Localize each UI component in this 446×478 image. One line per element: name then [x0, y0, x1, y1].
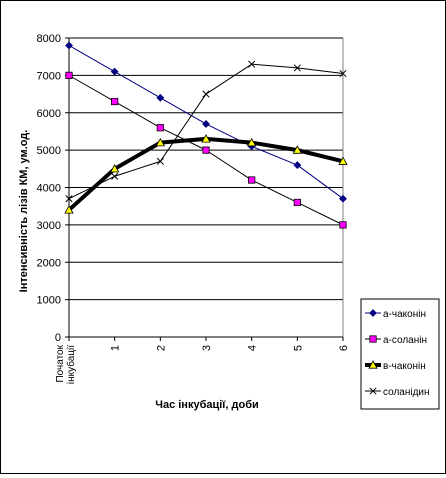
data-point	[202, 90, 210, 98]
data-point	[293, 64, 301, 72]
series-group	[64, 41, 348, 229]
data-point	[338, 156, 348, 165]
series-1	[65, 41, 347, 203]
legend-item: в-чаконін	[365, 360, 426, 372]
x-mark-stroke	[339, 69, 347, 78]
y-tick-label: 8000	[37, 33, 61, 45]
x-tick-label-line: Початок	[55, 344, 66, 382]
legend-item: соланідин	[365, 387, 430, 398]
data-point	[293, 198, 301, 207]
data-point	[339, 221, 347, 229]
x-tick-label: 2	[155, 345, 167, 351]
series-2	[65, 71, 347, 229]
legend-item: а-чаконін	[365, 309, 426, 320]
data-point	[111, 172, 119, 180]
data-point	[293, 161, 302, 169]
y-axis-label: Інтенсивність лізів КМ, ум.од.	[18, 130, 30, 293]
series-4	[65, 60, 347, 203]
legend-marker	[368, 360, 378, 369]
data-point	[110, 67, 119, 76]
x-axis-label: Час інкубації, доби	[155, 399, 259, 411]
data-point	[156, 157, 164, 165]
legend-label: соланідин	[383, 387, 430, 398]
data-point	[65, 71, 73, 79]
data-point	[65, 41, 73, 50]
x-tick-label: 1	[110, 345, 122, 351]
series-3	[64, 134, 348, 214]
series-line	[68, 63, 344, 200]
legend-marker	[369, 387, 377, 395]
x-tick-label: 5	[292, 345, 304, 351]
y-tick-label: 2000	[37, 257, 61, 269]
data-point	[246, 137, 257, 147]
y-tick-label: 7000	[37, 70, 61, 82]
data-point	[156, 124, 164, 132]
x-mark-stroke	[156, 157, 164, 165]
x-tick-label: 6	[338, 345, 350, 351]
data-point	[156, 93, 165, 102]
x-mark-stroke	[293, 64, 301, 72]
legend-label: а-соланін	[383, 335, 427, 346]
data-point	[292, 145, 303, 154]
data-point	[201, 134, 211, 143]
x-tick-label-line: інкубації	[65, 345, 77, 384]
legend-item: а-соланін	[365, 335, 427, 346]
data-point	[65, 195, 73, 203]
legend-marker	[369, 335, 377, 343]
data-point	[111, 97, 119, 106]
x-mark-stroke	[65, 195, 73, 203]
data-point	[248, 176, 256, 184]
data-point	[109, 163, 120, 173]
y-tick-label: 5000	[37, 145, 61, 157]
data-point	[64, 205, 74, 214]
gridlines	[69, 37, 344, 337]
y-axis: 0 1000 2000 3000 4000 5000 6000 7000 8000	[37, 33, 70, 344]
x-tick-label: 3	[201, 345, 213, 351]
y-tick-label: 3000	[37, 220, 61, 232]
y-tick-label: 4000	[37, 183, 61, 195]
data-point	[339, 69, 347, 78]
data-point	[202, 120, 210, 128]
x-tick-label: Початок інкубації	[55, 344, 77, 384]
legend-marker	[369, 309, 377, 317]
y-tick-label: 0	[55, 332, 61, 344]
data-point	[339, 194, 347, 203]
x-tick-label: 4	[247, 345, 259, 351]
x-mark-stroke	[369, 387, 377, 395]
data-point	[248, 60, 256, 68]
y-tick-label: 1000	[37, 295, 61, 307]
y-tick-label: 6000	[37, 108, 61, 120]
legend: а-чаконін а-соланін в-чаконін соланідин	[360, 298, 440, 410]
x-mark-stroke	[202, 90, 210, 98]
data-point	[202, 146, 210, 154]
x-mark-stroke	[248, 60, 256, 68]
legend-label: в-чаконін	[383, 361, 426, 372]
x-mark-stroke	[111, 172, 119, 180]
data-point	[155, 137, 166, 147]
legend-label: а-чаконін	[383, 309, 426, 320]
x-axis: Початок інкубації 1 2 3 4 5 6	[55, 336, 350, 384]
